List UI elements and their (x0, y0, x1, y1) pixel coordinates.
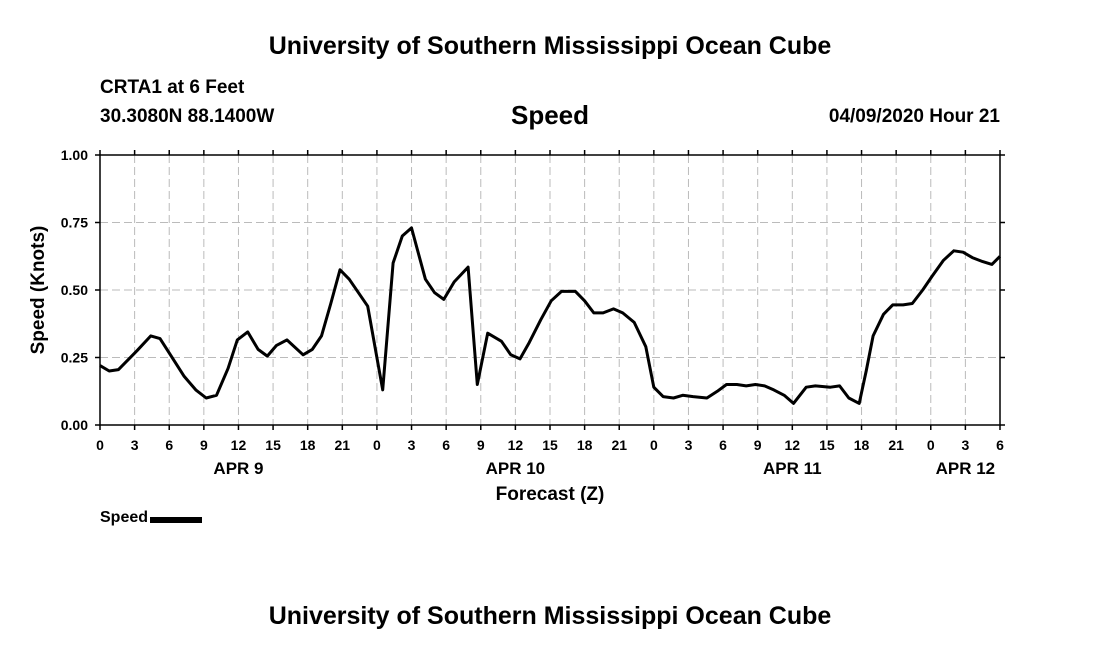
x-tick-label: 9 (200, 437, 208, 453)
station-location: 30.3080N 88.1400W (100, 106, 275, 127)
x-tick-label: 18 (300, 437, 316, 453)
x-tick-label: 0 (650, 437, 658, 453)
x-date-label: APR 10 (486, 459, 546, 478)
x-date-label: APR 9 (213, 459, 263, 478)
chart-variable-title: Speed (510, 100, 590, 130)
label-layer: 0.00 0.25 0.50 0.75 1.00 0 3 6 9 12 15 18 21 0 3 6 9 12 15… (61, 147, 1004, 478)
y-tick-label: 0.00 (61, 417, 88, 433)
page-title-bottom: University of Southern Mississippi Ocean… (268, 602, 832, 630)
x-tick-label: 15 (819, 437, 835, 453)
x-tick-label: 3 (685, 437, 693, 453)
x-tick-label: 6 (442, 437, 450, 453)
x-tick-label: 3 (131, 437, 139, 453)
legend-line-swatch (150, 516, 203, 523)
legend: Speed (100, 509, 203, 527)
y-tick-label: 0.50 (61, 282, 88, 298)
x-tick-label: 21 (335, 437, 351, 453)
x-tick-label: 21 (888, 437, 904, 453)
x-tick-label: 15 (265, 437, 281, 453)
x-axis-title: Forecast (Z) (496, 484, 605, 505)
x-tick-label: 9 (754, 437, 762, 453)
x-tick-label: 9 (477, 437, 485, 453)
legend-label: Speed (100, 509, 149, 526)
plot-frame (99, 154, 1001, 426)
x-date-label: APR 12 (936, 459, 996, 478)
x-tick-label: 3 (961, 437, 969, 453)
grid-layer (100, 155, 1000, 425)
x-tick-label: 0 (373, 437, 381, 453)
x-tick-label: 0 (96, 437, 104, 453)
x-tick-label: 18 (577, 437, 593, 453)
x-tick-label: 12 (508, 437, 524, 453)
tick-layer (95, 150, 1005, 430)
y-tick-label: 0.25 (61, 350, 88, 366)
x-tick-label: 6 (996, 437, 1004, 453)
x-tick-label: 18 (854, 437, 870, 453)
x-tick-label: 21 (611, 437, 627, 453)
station-name: CRTA1 at 6 Feet (100, 77, 245, 98)
x-tick-label: 15 (542, 437, 558, 453)
x-tick-label: 3 (408, 437, 416, 453)
page-title-top: University of Southern Mississippi Ocean… (268, 32, 832, 60)
forecast-timestamp: 04/09/2020 Hour 21 (828, 106, 1000, 127)
y-tick-label: 1.00 (61, 147, 88, 163)
x-tick-label: 12 (785, 437, 801, 453)
y-axis-title: Speed (Knots) (28, 226, 49, 355)
x-date-label: APR 11 (763, 459, 822, 478)
speed-series-line (99, 226, 1002, 405)
x-tick-label: 6 (165, 437, 173, 453)
y-tick-label: 0.75 (61, 215, 88, 231)
x-tick-label: 12 (231, 437, 247, 453)
x-tick-label: 0 (927, 437, 935, 453)
x-tick-label: 6 (719, 437, 727, 453)
